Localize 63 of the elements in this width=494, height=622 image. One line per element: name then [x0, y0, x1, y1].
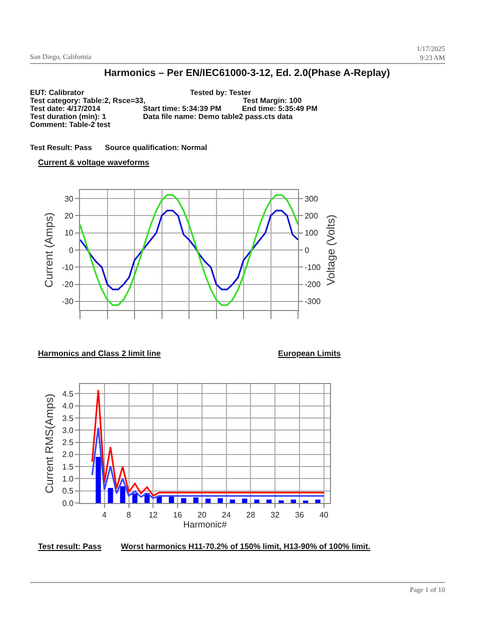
- y-tick-label: 4.0: [62, 402, 74, 411]
- x-tick-label: 40: [319, 510, 329, 520]
- line-series: [91, 389, 325, 497]
- y2-tick-label: 300: [304, 194, 318, 204]
- chart-title: Harmonics and Class 2 limit line: [38, 349, 161, 358]
- y-tick-label: 3.0: [62, 426, 74, 435]
- bar: [254, 500, 260, 503]
- x-tick-label: 20: [197, 510, 207, 520]
- line-series: [91, 426, 325, 499]
- y-tick-label: 1.0: [62, 474, 74, 484]
- y-tick-label: 10: [64, 228, 74, 238]
- y-tick-label: 0.0: [62, 498, 74, 508]
- y2-tick-label: 100: [304, 228, 318, 238]
- line-series: [80, 210, 298, 290]
- y-tick-label: 0.5: [62, 486, 74, 496]
- bar: [278, 500, 284, 503]
- x-axis-title: Harmonic#: [183, 520, 227, 530]
- y-axis-title: Current RMS(Amps): [44, 394, 56, 494]
- y-tick-label: 20: [64, 212, 74, 221]
- bar: [96, 456, 101, 503]
- y-tick-label: -10: [62, 262, 74, 272]
- bar: [120, 486, 126, 503]
- bar: [205, 498, 211, 503]
- y-tick-label: 0: [68, 246, 74, 255]
- y-tick-label: -20: [62, 280, 74, 290]
- text: Test result: Pass: [38, 542, 102, 551]
- x-tick-label: 8: [126, 510, 132, 520]
- y2-tick-label: 0: [304, 246, 310, 255]
- y-tick-label: -30: [62, 297, 74, 306]
- bar: [230, 500, 236, 503]
- y2-axis-title: Voltage (Volts): [325, 214, 338, 286]
- y-tick-label: 30: [64, 194, 74, 204]
- bar: [108, 488, 114, 503]
- bar: [181, 498, 186, 503]
- x-tick-label: 36: [295, 510, 305, 520]
- x-tick-label: 28: [246, 510, 256, 520]
- x-tick-label: 4: [102, 510, 108, 520]
- y-tick-label: 3.5: [62, 414, 74, 423]
- chart-title: Current & voltage waveforms: [38, 158, 150, 167]
- x-tick-label: 24: [222, 510, 232, 520]
- text: European Limits: [278, 349, 341, 358]
- bar: [193, 497, 198, 503]
- x-tick-label: 32: [270, 510, 280, 520]
- x-tick-label: 12: [148, 510, 158, 520]
- bar: [266, 500, 272, 503]
- bar: [242, 498, 248, 503]
- y2-tick-label: 200: [304, 212, 318, 221]
- text: Worst harmonics H11-70.2% of 150% limit, H13-90% of 100% limit.: [121, 542, 370, 551]
- text: Harmonics – Per EN/IEC61000-3-12, Ed. 2.0(Phase A-Replay): [103, 68, 391, 79]
- y-tick-label: 2.5: [62, 438, 74, 448]
- bar: [315, 500, 320, 503]
- y2-tick-label: -100: [304, 262, 322, 272]
- y2-tick-label: -200: [304, 280, 322, 290]
- line-series: [80, 194, 298, 306]
- bar: [132, 494, 138, 503]
- bar: [290, 500, 296, 503]
- x-tick-label: 16: [173, 510, 183, 520]
- bar: [218, 498, 223, 503]
- y-tick-label: 1.5: [62, 462, 74, 472]
- y-axis-title: Current (Amps): [43, 212, 56, 288]
- y-tick-label: 4.5: [62, 390, 74, 399]
- y2-tick-label: -300: [304, 297, 322, 306]
- y-tick-label: 2.0: [62, 450, 74, 460]
